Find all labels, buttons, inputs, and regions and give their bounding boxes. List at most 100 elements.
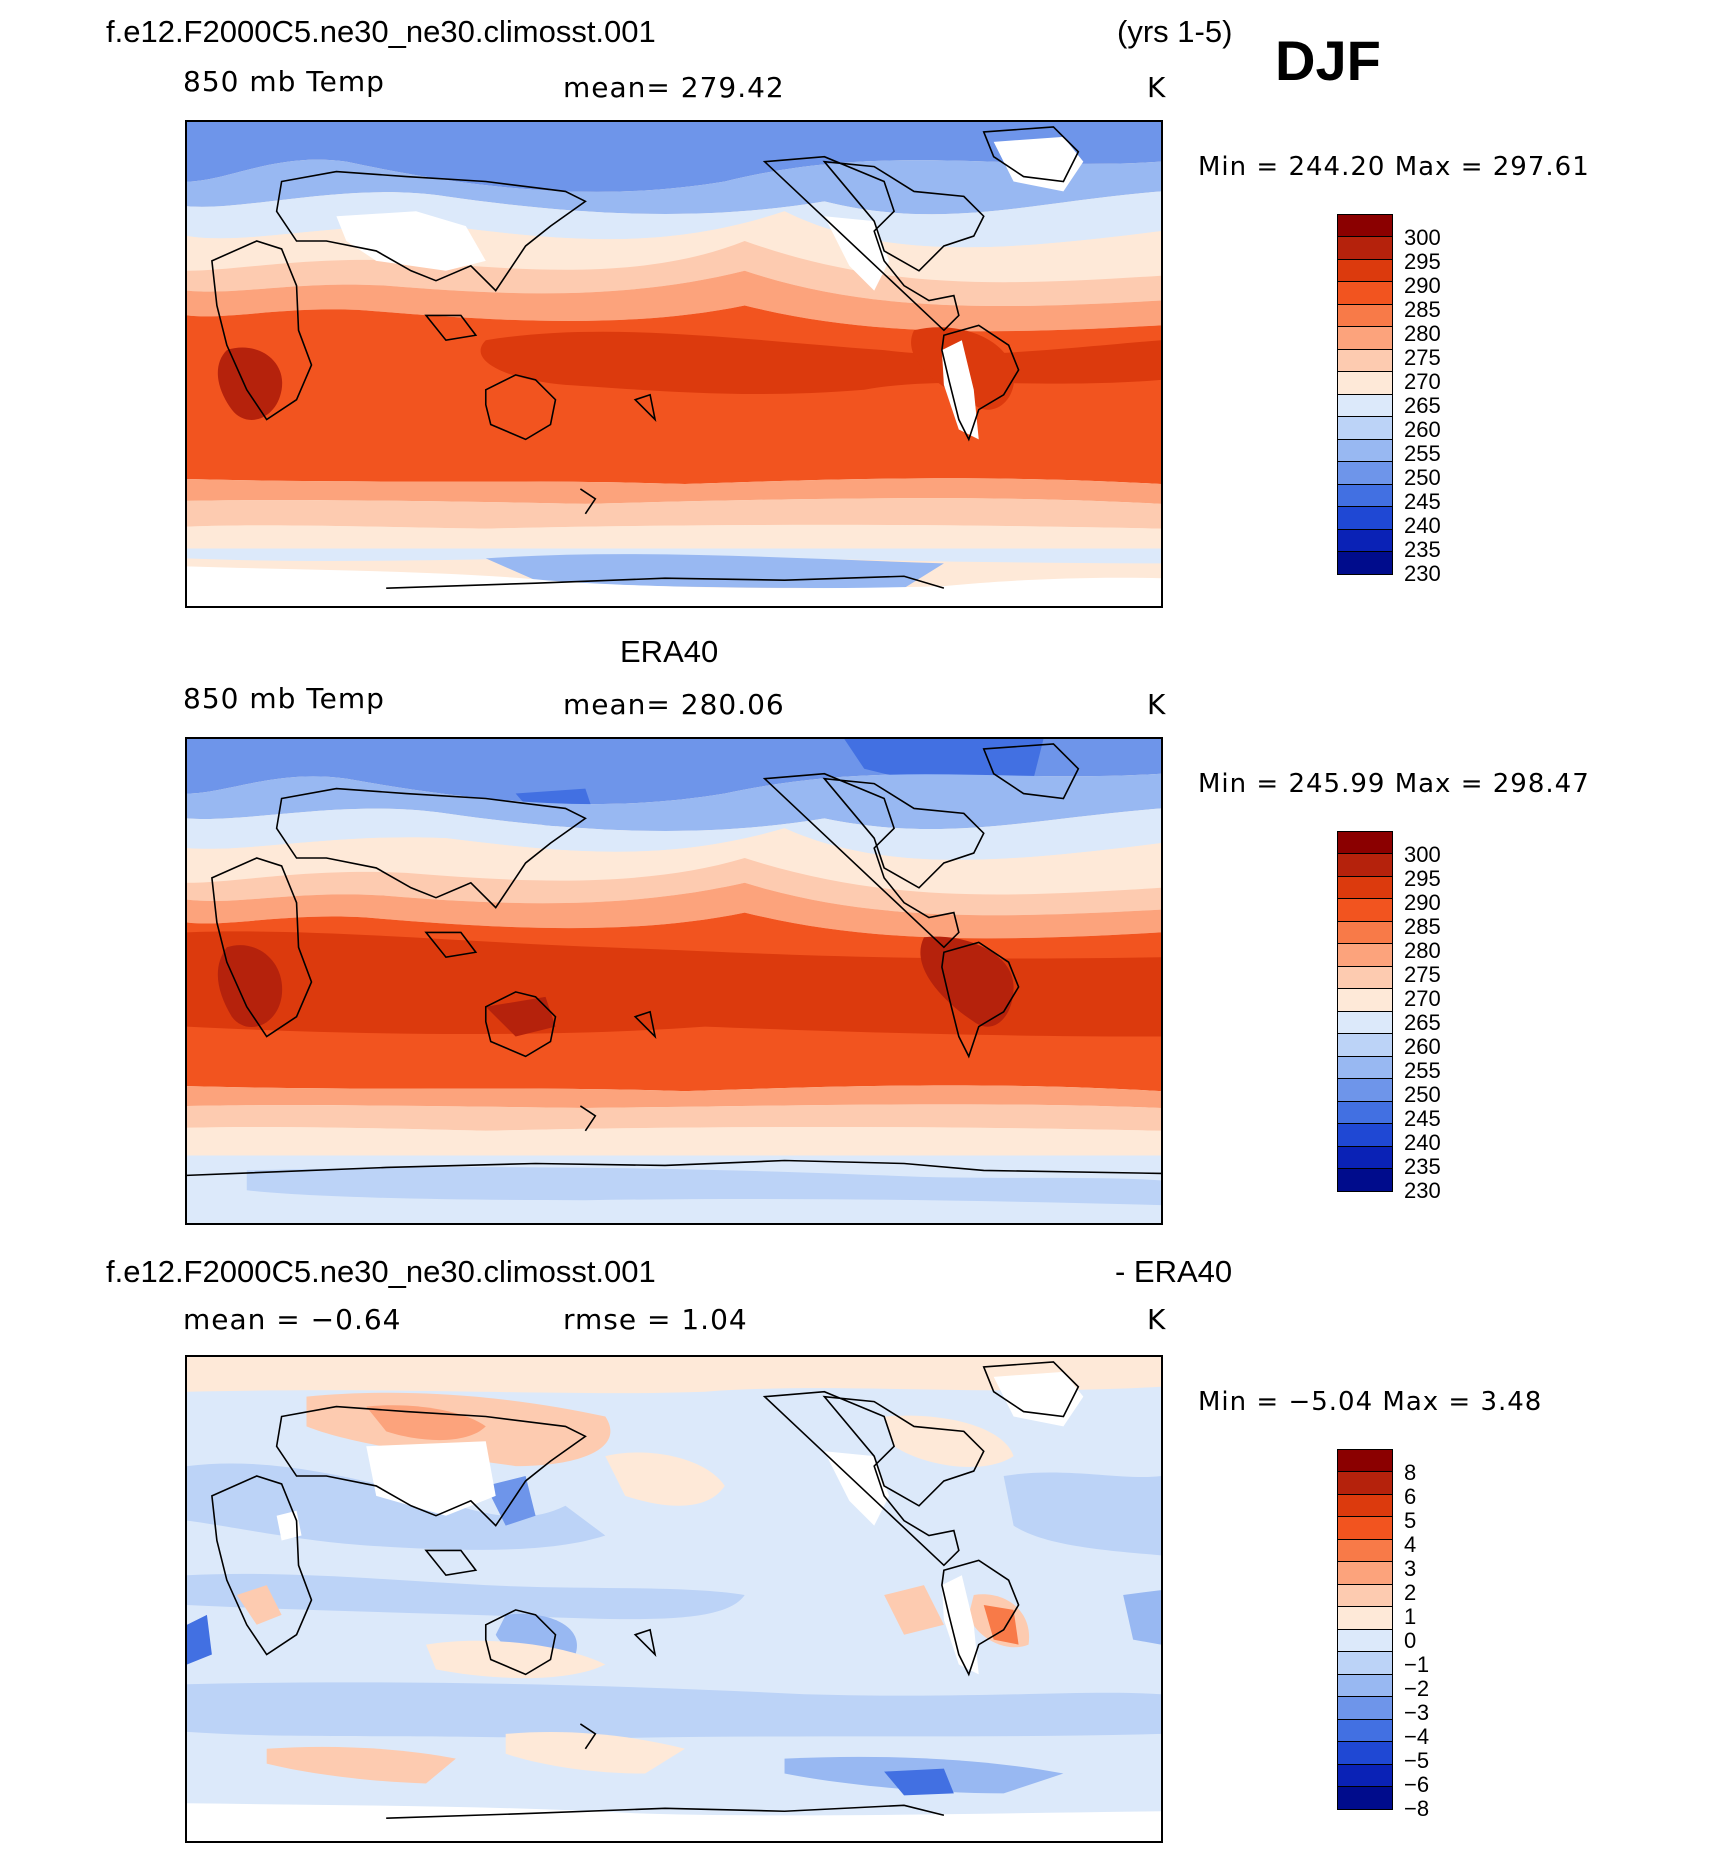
colorbar-swatch	[1337, 898, 1393, 922]
panel1-field-label: 850 mb Temp	[183, 65, 385, 98]
panel2-mean-label: mean= 280.06	[563, 688, 785, 721]
colorbar-tick-label: 3	[1404, 1556, 1417, 1581]
colorbar-tick-label: −1	[1404, 1652, 1430, 1677]
colorbar-swatch	[1337, 348, 1393, 373]
colorbar-tick-label: 285	[1404, 297, 1441, 322]
panel1-title-right: (yrs 1-5)	[1117, 14, 1233, 49]
colorbar-swatch	[1337, 920, 1393, 945]
colorbar-tick-label: 245	[1404, 1106, 1441, 1131]
colorbar-tick-label: 295	[1404, 866, 1441, 891]
colorbar-swatch	[1337, 1168, 1393, 1192]
colorbar-swatch	[1337, 1516, 1393, 1540]
colorbar-tick-label: 230	[1404, 561, 1441, 586]
colorbar-tick-label: 255	[1404, 441, 1441, 466]
colorbar-swatch	[1337, 506, 1393, 530]
model-temperature-map	[185, 120, 1163, 608]
colorbar-swatch	[1337, 1561, 1393, 1585]
colorbar-swatch	[1337, 1145, 1393, 1170]
season-label: DJF	[1275, 29, 1381, 92]
colorbar-swatch	[1337, 965, 1393, 990]
colorbar-tick-label: 250	[1404, 1082, 1441, 1107]
colorbar-tick-label: 265	[1404, 1010, 1441, 1035]
colorbar-tick-label: −2	[1404, 1676, 1430, 1701]
colorbar-tick-label: −8	[1404, 1796, 1430, 1821]
panel3-mean-label: mean = −0.64	[183, 1303, 402, 1336]
colorbar-swatch	[1337, 1606, 1393, 1630]
colorbar-swatch	[1337, 393, 1393, 418]
colorbar-tick-label: −6	[1404, 1772, 1430, 1797]
colorbar-tick-label: 8	[1404, 1460, 1417, 1485]
colorbar-tick-label: 270	[1404, 986, 1441, 1011]
colorbar-tick-label: 0	[1404, 1628, 1417, 1653]
colorbar-tick-label: −5	[1404, 1748, 1430, 1773]
panel1-title-left: f.e12.F2000C5.ne30_ne30.climosst.001	[106, 14, 656, 49]
colorbar-tick-label: 285	[1404, 914, 1441, 939]
colorbar-tick-label: 265	[1404, 393, 1441, 418]
colorbar-swatch	[1337, 303, 1393, 328]
colorbar-tick-label: 1	[1404, 1604, 1417, 1629]
colorbar-tick-label: 245	[1404, 489, 1441, 514]
colorbar-swatch	[1337, 1718, 1393, 1743]
colorbar-swatch	[1337, 528, 1393, 553]
colorbar-tick-label: 260	[1404, 1034, 1441, 1059]
colorbar-swatch	[1337, 213, 1393, 238]
colorbar-swatch	[1337, 1786, 1393, 1810]
panel3-minmax-label: Min = −5.04 Max = 3.48	[1198, 1387, 1543, 1417]
colorbar-swatch	[1337, 483, 1393, 508]
colorbar-swatch	[1337, 1123, 1393, 1147]
colorbar-tick-label: 280	[1404, 321, 1441, 346]
panel3-title-left: f.e12.F2000C5.ne30_ne30.climosst.001	[106, 1254, 656, 1289]
colorbar-tick-label: −3	[1404, 1700, 1430, 1725]
colorbar-swatch	[1337, 1696, 1393, 1720]
panel1-units-label: K	[1147, 71, 1167, 104]
colorbar-tick-label: 4	[1404, 1532, 1417, 1557]
era40-map-svg	[187, 739, 1161, 1223]
colorbar-tick-label: 275	[1404, 962, 1441, 987]
colorbar-swatch	[1337, 438, 1393, 463]
colorbar-tick-label: 6	[1404, 1484, 1417, 1509]
colorbar-tick-label: 290	[1404, 890, 1441, 915]
colorbar-swatch	[1337, 281, 1393, 305]
colorbar-swatch	[1337, 551, 1393, 575]
panel3-title-right: - ERA40	[1115, 1254, 1233, 1289]
colorbar-tick-label: 235	[1404, 1154, 1441, 1179]
panel2-title: ERA40	[620, 634, 719, 669]
colorbar-swatch	[1337, 1741, 1393, 1765]
colorbar-swatch	[1337, 1763, 1393, 1788]
colorbar-tick-label: 240	[1404, 513, 1441, 538]
colorbar-tick-label: 2	[1404, 1580, 1417, 1605]
colorbar-swatch	[1337, 236, 1393, 260]
colorbar-swatch	[1337, 1538, 1393, 1563]
colorbar-tick-label: 5	[1404, 1508, 1417, 1533]
colorbar-swatch	[1337, 1010, 1393, 1035]
colorbar-tick-label: 240	[1404, 1130, 1441, 1155]
panel2-units-label: K	[1147, 688, 1167, 721]
colorbar-tick-label: 235	[1404, 537, 1441, 562]
colorbar-swatch	[1337, 1583, 1393, 1608]
colorbar-tick-label: 295	[1404, 249, 1441, 274]
era40-temperature-map	[185, 737, 1163, 1225]
model-map-svg	[187, 122, 1161, 606]
panel2-minmax-label: Min = 245.99 Max = 298.47	[1198, 769, 1590, 799]
colorbar-tick-label: 275	[1404, 345, 1441, 370]
colorbar-swatch	[1337, 1055, 1393, 1080]
difference-map	[185, 1355, 1163, 1843]
panel1-minmax-label: Min = 244.20 Max = 297.61	[1198, 152, 1590, 182]
colorbar-swatch	[1337, 1471, 1393, 1495]
colorbar-swatch	[1337, 943, 1393, 967]
colorbar-swatch	[1337, 830, 1393, 855]
colorbar-swatch	[1337, 1493, 1393, 1518]
panel3-units-label: K	[1147, 1303, 1167, 1336]
colorbar-tick-label: 300	[1404, 225, 1441, 250]
colorbar-swatch	[1337, 1033, 1393, 1057]
colorbar-tick-label: 230	[1404, 1178, 1441, 1203]
colorbar-tick-label: 290	[1404, 273, 1441, 298]
colorbar-swatch	[1337, 1100, 1393, 1125]
colorbar-tick-label: −4	[1404, 1724, 1430, 1749]
model-colorbar	[1337, 213, 1393, 575]
colorbar-tick-label: 260	[1404, 417, 1441, 442]
colorbar-swatch	[1337, 371, 1393, 395]
panel3-rmse-label: rmse = 1.04	[563, 1303, 748, 1336]
colorbar-tick-label: 270	[1404, 369, 1441, 394]
colorbar-swatch	[1337, 1448, 1393, 1473]
